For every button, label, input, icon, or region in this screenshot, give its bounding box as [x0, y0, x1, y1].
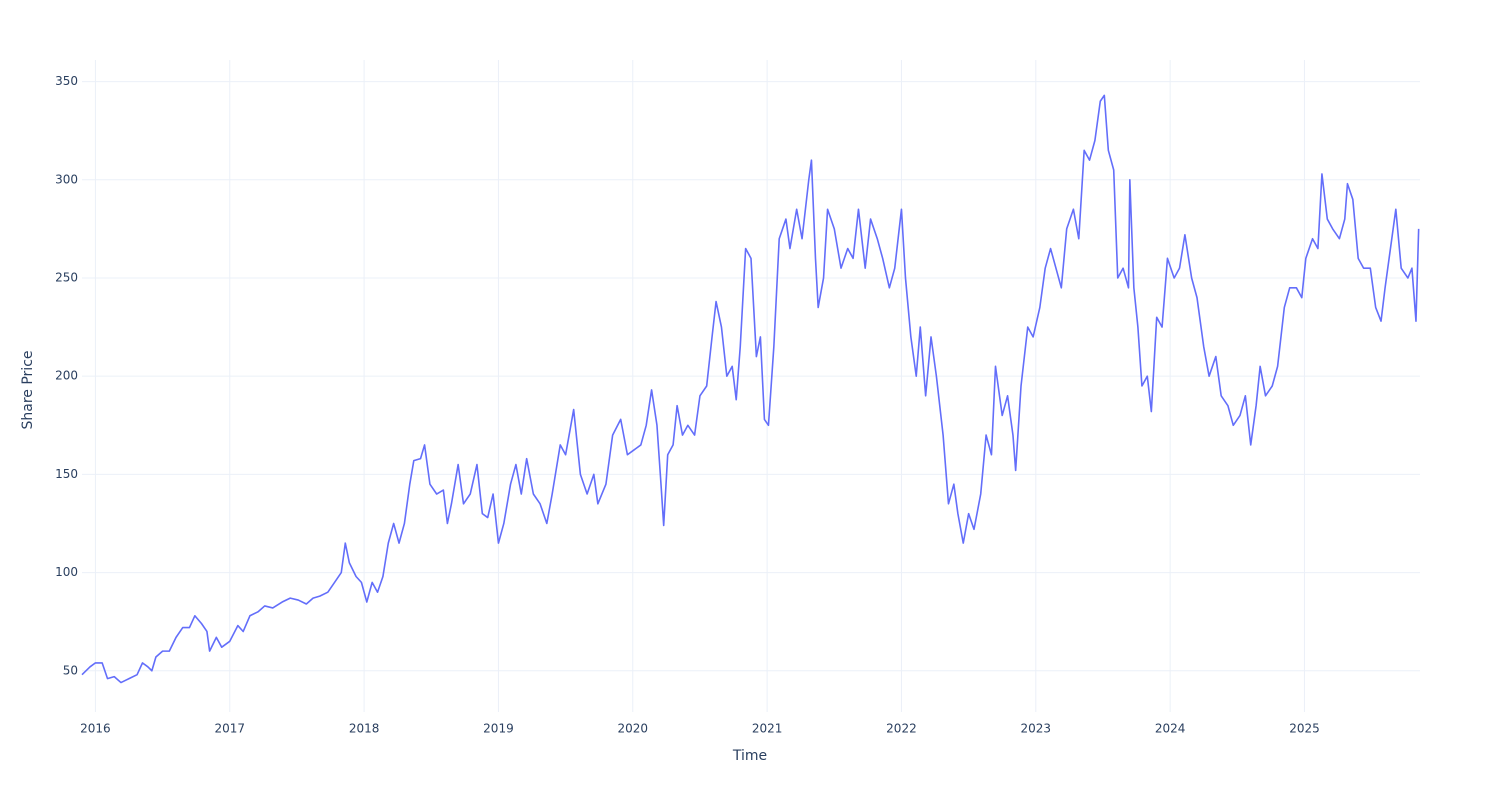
- y-tick-label: 350: [55, 74, 78, 88]
- y-tick-label: 150: [55, 467, 78, 481]
- y-tick-label: 100: [55, 565, 78, 579]
- x-tick-label: 2022: [886, 722, 917, 736]
- x-tick-label: 2019: [483, 722, 514, 736]
- x-tick-label: 2018: [349, 722, 380, 736]
- x-tick-label: 2020: [618, 722, 649, 736]
- y-tick-label: 200: [55, 369, 78, 383]
- x-tick-label: 2024: [1155, 722, 1186, 736]
- y-tick-label: 300: [55, 172, 78, 186]
- x-tick-label: 2025: [1289, 722, 1320, 736]
- x-tick-label: 2016: [80, 722, 111, 736]
- x-axis-title: Time: [732, 748, 767, 764]
- x-tick-label: 2021: [752, 722, 783, 736]
- price-line: [81, 94, 1420, 684]
- x-tick-label: 2017: [214, 722, 245, 736]
- y-tick-label: 50: [63, 663, 78, 677]
- x-tick-label: 2023: [1021, 722, 1052, 736]
- y-axis-title: Share Price: [20, 350, 36, 429]
- y-tick-label: 250: [55, 270, 78, 284]
